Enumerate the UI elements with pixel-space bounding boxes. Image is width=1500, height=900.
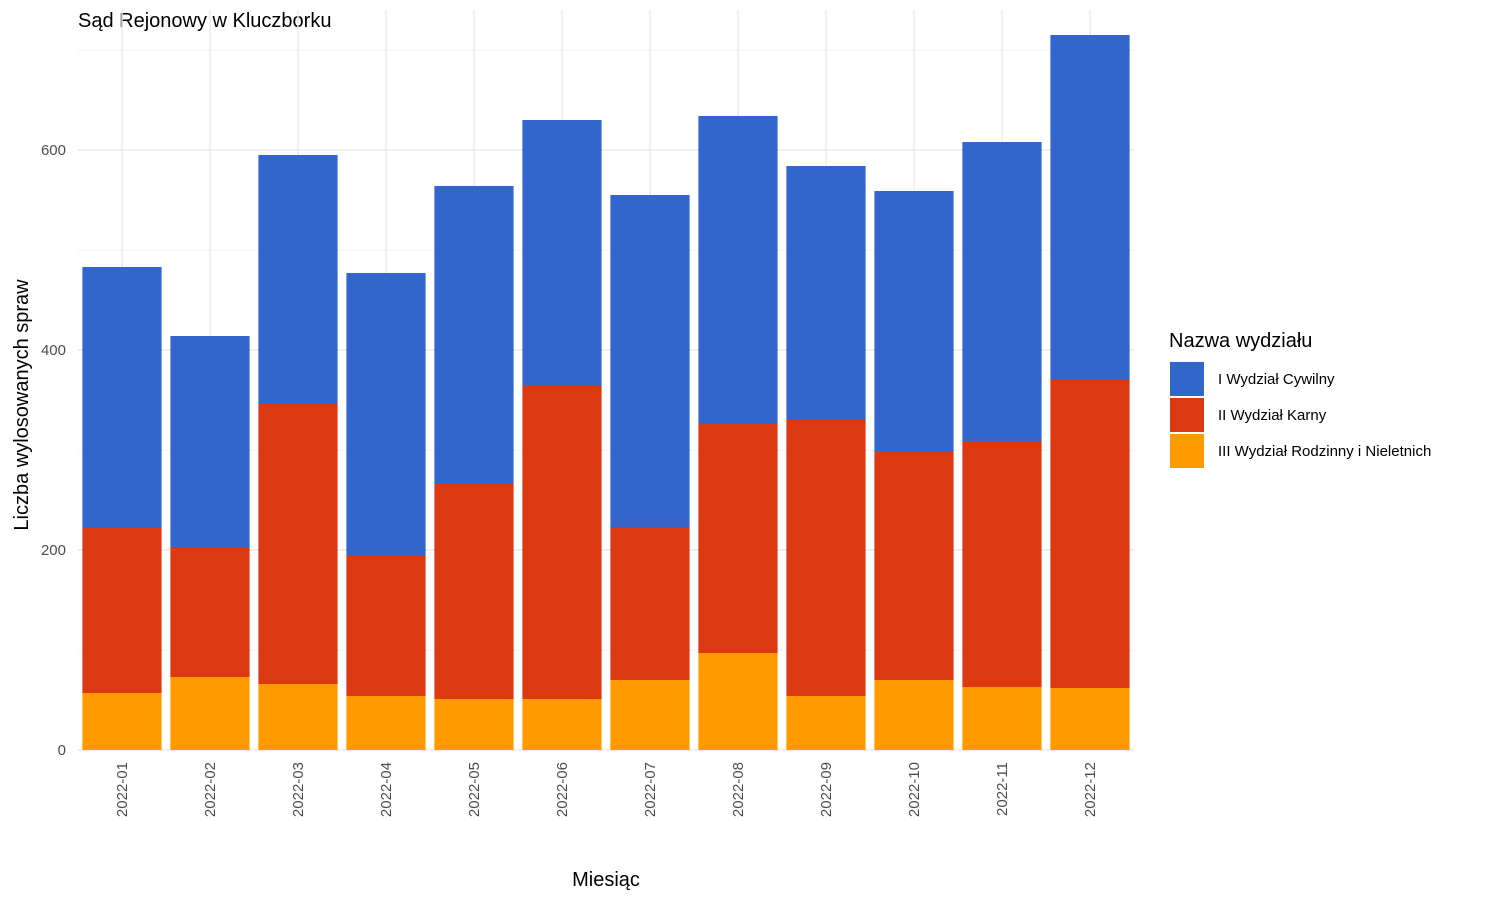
bar-2022-01-series-1 xyxy=(82,267,162,528)
y-tick-label: 600 xyxy=(41,142,66,159)
bar-2022-05-series-3 xyxy=(434,699,514,750)
legend-swatch-3 xyxy=(1170,434,1204,468)
bar-2022-04-series-3 xyxy=(346,696,426,750)
legend: Nazwa wydziału I Wydział Cywilny II Wydzi… xyxy=(1169,330,1431,468)
bar-2022-10-series-3 xyxy=(874,680,954,750)
bar-2022-08-series-1 xyxy=(698,116,778,424)
x-tick-label: 2022-01 xyxy=(114,762,131,817)
bar-2022-09-series-1 xyxy=(786,166,866,420)
x-tick-label: 2022-06 xyxy=(554,762,571,817)
bar-2022-08-series-2 xyxy=(698,424,778,653)
y-tick-label: 200 xyxy=(41,542,66,559)
x-tick-label: 2022-08 xyxy=(730,762,747,817)
x-tick-label: 2022-02 xyxy=(202,762,219,817)
legend-label-1: I Wydział Cywilny xyxy=(1218,371,1335,388)
bar-2022-02-series-1 xyxy=(170,336,250,548)
bar-2022-06-series-3 xyxy=(522,699,602,750)
bar-2022-12-series-1 xyxy=(1050,35,1130,380)
bar-2022-01-series-2 xyxy=(82,528,162,693)
bar-2022-07-series-2 xyxy=(610,527,690,680)
bar-2022-03-series-3 xyxy=(258,684,338,750)
x-tick-label: 2022-05 xyxy=(466,762,483,817)
legend-swatch-2 xyxy=(1170,398,1204,432)
bar-2022-12-series-2 xyxy=(1050,380,1130,688)
bar-2022-10-series-1 xyxy=(874,191,954,451)
x-axis-title: Miesiąc xyxy=(572,869,640,891)
bars xyxy=(82,35,1130,750)
x-tick-label: 2022-03 xyxy=(290,762,307,817)
legend-swatch-1 xyxy=(1170,362,1204,396)
bar-2022-03-series-2 xyxy=(258,403,338,684)
x-tick-label: 2022-10 xyxy=(906,762,923,817)
y-axis: 0 200 400 600 xyxy=(41,142,66,759)
x-tick-label: 2022-07 xyxy=(642,762,659,817)
bar-2022-04-series-1 xyxy=(346,273,426,556)
bar-2022-06-series-1 xyxy=(522,120,602,386)
bar-2022-04-series-2 xyxy=(346,556,426,696)
bar-2022-02-series-2 xyxy=(170,548,250,677)
bar-2022-02-series-3 xyxy=(170,677,250,750)
y-axis-title: Liczba wylosowanych spraw xyxy=(11,279,33,531)
x-tick-label: 2022-04 xyxy=(378,762,395,817)
y-tick-label: 0 xyxy=(58,742,66,759)
bar-2022-11-series-3 xyxy=(962,687,1042,750)
bar-2022-08-series-3 xyxy=(698,653,778,750)
bar-2022-11-series-1 xyxy=(962,142,1042,441)
bar-2022-09-series-3 xyxy=(786,696,866,750)
chart-title: Sąd Rejonowy w Kluczborku xyxy=(78,10,331,32)
bar-2022-11-series-2 xyxy=(962,441,1042,687)
x-tick-label: 2022-12 xyxy=(1082,762,1099,817)
bar-2022-01-series-3 xyxy=(82,693,162,750)
bar-2022-09-series-2 xyxy=(786,420,866,696)
x-tick-label: 2022-11 xyxy=(994,762,1011,816)
bar-2022-05-series-2 xyxy=(434,483,514,699)
bar-2022-05-series-1 xyxy=(434,186,514,483)
y-tick-label: 400 xyxy=(41,342,66,359)
legend-label-3: III Wydział Rodzinny i Nieletnich xyxy=(1218,443,1431,460)
bar-2022-03-series-1 xyxy=(258,155,338,403)
bar-2022-07-series-3 xyxy=(610,680,690,750)
bar-2022-06-series-2 xyxy=(522,386,602,699)
x-axis: 2022-01 2022-02 2022-03 2022-04 2022-05 2022-… xyxy=(114,762,1099,817)
bar-2022-12-series-3 xyxy=(1050,688,1130,750)
x-tick-label: 2022-09 xyxy=(818,762,835,817)
legend-title: Nazwa wydziału xyxy=(1169,330,1312,352)
bar-2022-10-series-2 xyxy=(874,451,954,680)
legend-label-2: II Wydział Karny xyxy=(1218,407,1327,424)
bar-2022-07-series-1 xyxy=(610,195,690,527)
